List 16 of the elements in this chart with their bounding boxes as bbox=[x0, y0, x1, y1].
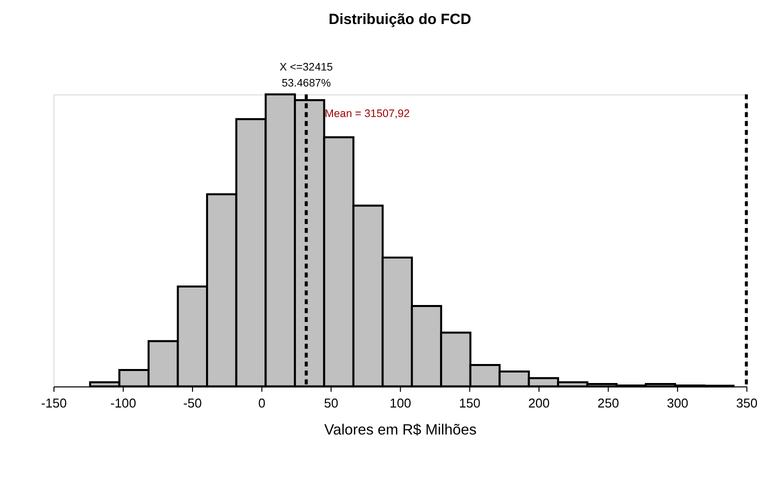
chart-title: Distribuição do FCD bbox=[328, 12, 472, 28]
annotation: Mean = 31507,92 bbox=[324, 108, 410, 120]
x-tick-label: -150 bbox=[41, 396, 67, 411]
x-tick-label: 200 bbox=[528, 396, 550, 411]
text: 53.4687% bbox=[282, 77, 332, 90]
x-tick-label: 0 bbox=[258, 396, 266, 411]
x-tick-label: 250 bbox=[598, 396, 620, 411]
x-tick-label: 350 bbox=[736, 396, 758, 411]
x-tick-label: 100 bbox=[390, 396, 412, 411]
x-tick-label: 50 bbox=[324, 396, 338, 411]
ref-line-label: X <=32415 bbox=[280, 62, 333, 74]
x-tick-label: -50 bbox=[183, 396, 202, 411]
x-tick-label: 300 bbox=[666, 396, 688, 411]
x-axis-title: Valores em R$ Milhões bbox=[324, 422, 476, 438]
x-tick-label: -100 bbox=[110, 396, 136, 411]
x-tick-label: 150 bbox=[458, 396, 480, 411]
